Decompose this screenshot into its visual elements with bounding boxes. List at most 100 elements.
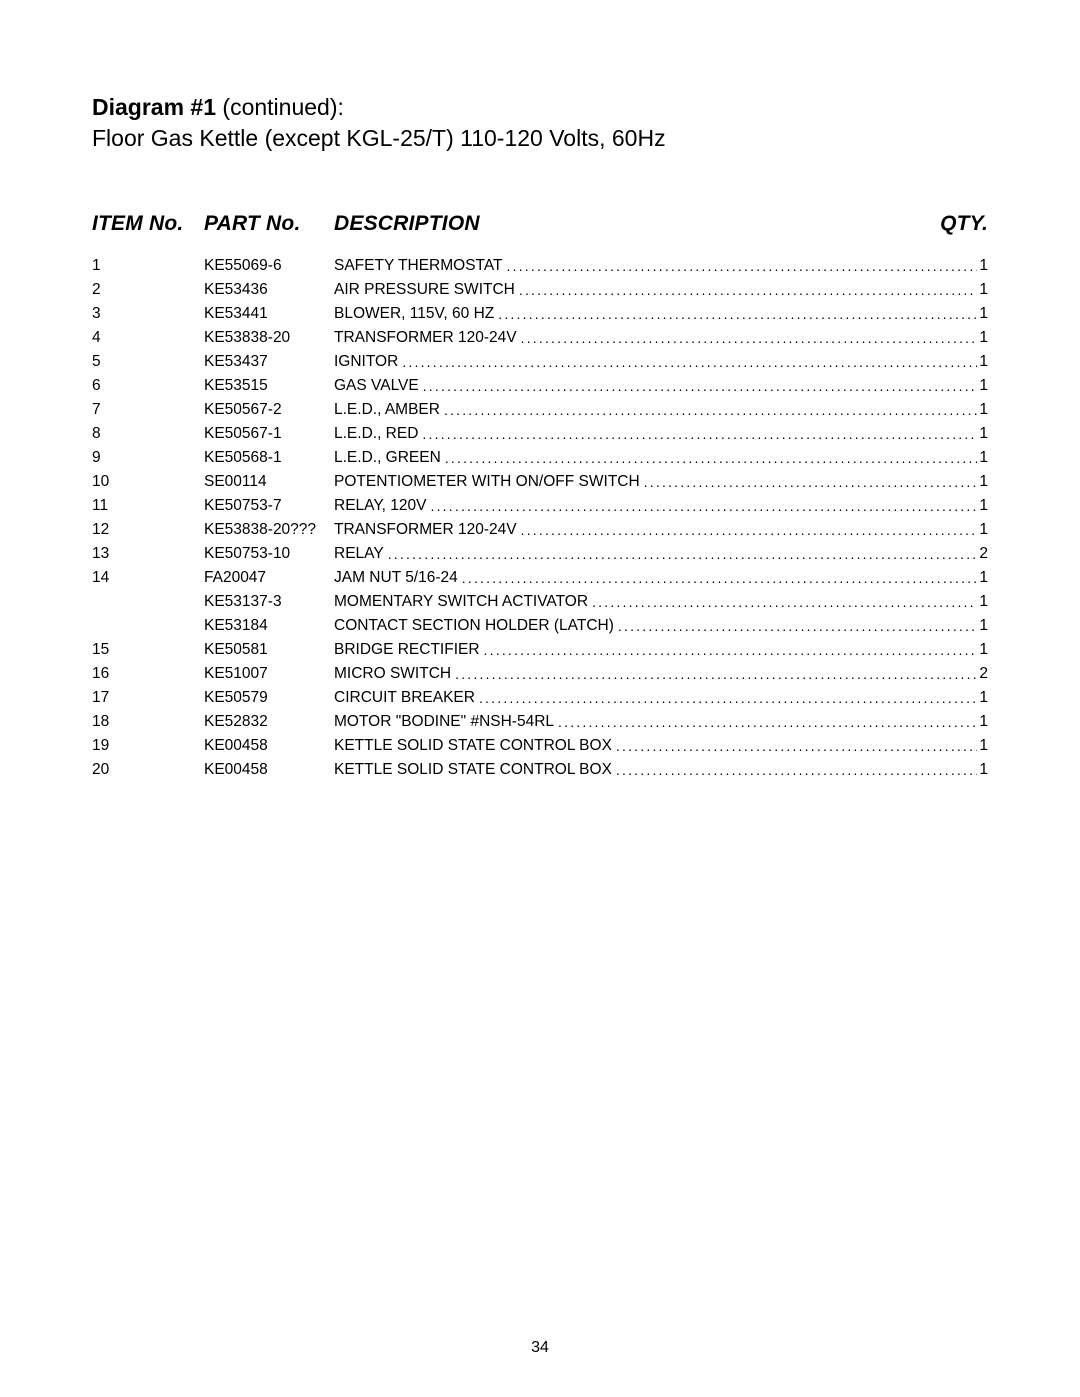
cell-description: KETTLE SOLID STATE CONTROL BOX — [334, 734, 616, 758]
cell-description: BLOWER, 115V, 60 HZ — [334, 302, 498, 326]
table-row: 6KE53515GAS VALVE.......................… — [92, 374, 988, 398]
cell-qty: 1 — [977, 374, 988, 398]
cell-item: 9 — [92, 446, 204, 470]
cell-desc-qty: TRANSFORMER 120-24V.....................… — [334, 326, 988, 350]
cell-desc-qty: BLOWER, 115V, 60 HZ.....................… — [334, 302, 988, 326]
cell-qty: 1 — [977, 446, 988, 470]
cell-description: KETTLE SOLID STATE CONTROL BOX — [334, 758, 616, 782]
cell-item: 15 — [92, 638, 204, 662]
cell-description: CIRCUIT BREAKER — [334, 686, 479, 710]
cell-part: KE53437 — [204, 350, 334, 374]
cell-desc-qty: MOTOR "BODINE" #NSH-54RL................… — [334, 710, 988, 734]
leader-dots: ........................................… — [444, 400, 977, 422]
cell-description: POTENTIOMETER WITH ON/OFF SWITCH — [334, 470, 644, 494]
cell-part: KE50753-10 — [204, 542, 334, 566]
table-rows: 1KE55069-6SAFETY THERMOSTAT.............… — [92, 254, 988, 782]
cell-part: KE50579 — [204, 686, 334, 710]
cell-qty: 1 — [977, 326, 988, 350]
table-row: 8KE50567-1L.E.D., RED...................… — [92, 422, 988, 446]
cell-qty: 1 — [977, 566, 988, 590]
cell-desc-qty: L.E.D., GREEN...........................… — [334, 446, 988, 470]
leader-dots: ........................................… — [455, 664, 977, 686]
cell-part: KE50568-1 — [204, 446, 334, 470]
cell-desc-qty: BRIDGE RECTIFIER........................… — [334, 638, 988, 662]
cell-item: 8 — [92, 422, 204, 446]
table-row: 7KE50567-2L.E.D., AMBER.................… — [92, 398, 988, 422]
cell-description: JAM NUT 5/16-24 — [334, 566, 462, 590]
leader-dots: ........................................… — [507, 256, 978, 278]
leader-dots: ........................................… — [445, 448, 978, 470]
cell-qty: 1 — [977, 494, 988, 518]
leader-dots: ........................................… — [521, 328, 978, 350]
cell-item: 18 — [92, 710, 204, 734]
cell-part: KE53515 — [204, 374, 334, 398]
cell-desc-qty: GAS VALVE...............................… — [334, 374, 988, 398]
cell-item: 13 — [92, 542, 204, 566]
title-line-1: Diagram #1 (continued): — [92, 92, 988, 123]
cell-description: L.E.D., GREEN — [334, 446, 445, 470]
title-bold: Diagram #1 — [92, 94, 216, 120]
table-headers: ITEM No. PART No. DESCRIPTION QTY. — [92, 212, 988, 236]
cell-part: SE00114 — [204, 470, 334, 494]
table-row: 9KE50568-1L.E.D., GREEN.................… — [92, 446, 988, 470]
cell-part: KE50581 — [204, 638, 334, 662]
cell-description: RELAY — [334, 542, 388, 566]
leader-dots: ........................................… — [519, 280, 978, 302]
cell-qty: 1 — [977, 734, 988, 758]
title-block: Diagram #1 (continued): Floor Gas Kettle… — [92, 92, 988, 154]
leader-dots: ........................................… — [616, 760, 977, 782]
cell-item: 7 — [92, 398, 204, 422]
cell-qty: 1 — [977, 398, 988, 422]
cell-part: KE51007 — [204, 662, 334, 686]
cell-qty: 1 — [977, 278, 988, 302]
cell-desc-qty: TRANSFORMER 120-24V.....................… — [334, 518, 988, 542]
table-row: 11KE50753-7RELAY, 120V..................… — [92, 494, 988, 518]
table-row: 2KE53436AIR PRESSURE SWITCH.............… — [92, 278, 988, 302]
cell-description: BRIDGE RECTIFIER — [334, 638, 484, 662]
leader-dots: ........................................… — [498, 304, 977, 326]
cell-desc-qty: POTENTIOMETER WITH ON/OFF SWITCH........… — [334, 470, 988, 494]
leader-dots: ........................................… — [558, 712, 977, 734]
page: Diagram #1 (continued): Floor Gas Kettle… — [0, 0, 1080, 1397]
cell-part: KE53838-20??? — [204, 518, 334, 542]
cell-desc-qty: CIRCUIT BREAKER.........................… — [334, 686, 988, 710]
leader-dots: ........................................… — [521, 520, 978, 542]
header-description: DESCRIPTION — [334, 212, 928, 236]
leader-dots: ........................................… — [479, 688, 977, 710]
leader-dots: ........................................… — [618, 616, 977, 638]
cell-part: KE50567-2 — [204, 398, 334, 422]
table-row: 12KE53838-20???TRANSFORMER 120-24V......… — [92, 518, 988, 542]
cell-qty: 1 — [977, 758, 988, 782]
cell-part: KE00458 — [204, 734, 334, 758]
leader-dots: ........................................… — [592, 592, 977, 614]
cell-desc-qty: JAM NUT 5/16-24.........................… — [334, 566, 988, 590]
cell-qty: 1 — [977, 590, 988, 614]
page-number: 34 — [0, 1339, 1080, 1357]
cell-item: 16 — [92, 662, 204, 686]
table-row: 3KE53441BLOWER, 115V, 60 HZ.............… — [92, 302, 988, 326]
cell-desc-qty: SAFETY THERMOSTAT.......................… — [334, 254, 988, 278]
table-row: 4KE53838-20TRANSFORMER 120-24V..........… — [92, 326, 988, 350]
table-row: 17KE50579CIRCUIT BREAKER................… — [92, 686, 988, 710]
cell-description: MICRO SWITCH — [334, 662, 455, 686]
cell-item: 4 — [92, 326, 204, 350]
cell-part: FA20047 — [204, 566, 334, 590]
cell-qty: 1 — [977, 518, 988, 542]
cell-item: 6 — [92, 374, 204, 398]
cell-part: KE00458 — [204, 758, 334, 782]
leader-dots: ........................................… — [422, 424, 977, 446]
cell-description: RELAY, 120V — [334, 494, 431, 518]
leader-dots: ........................................… — [423, 376, 978, 398]
table-row: 18KE52832MOTOR "BODINE" #NSH-54RL.......… — [92, 710, 988, 734]
cell-desc-qty: L.E.D., RED.............................… — [334, 422, 988, 446]
cell-description: IGNITOR — [334, 350, 402, 374]
cell-desc-qty: CONTACT SECTION HOLDER (LATCH)..........… — [334, 614, 988, 638]
cell-qty: 2 — [977, 542, 988, 566]
cell-part: KE53184 — [204, 614, 334, 638]
cell-desc-qty: L.E.D., AMBER...........................… — [334, 398, 988, 422]
table-row: 1KE55069-6SAFETY THERMOSTAT.............… — [92, 254, 988, 278]
cell-item: 12 — [92, 518, 204, 542]
cell-item: 3 — [92, 302, 204, 326]
cell-part: KE53441 — [204, 302, 334, 326]
leader-dots: ........................................… — [484, 640, 978, 662]
